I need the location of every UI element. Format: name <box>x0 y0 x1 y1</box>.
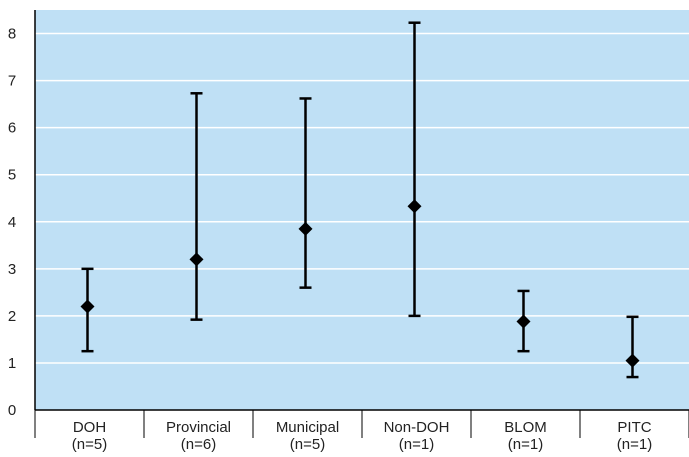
mean-marker <box>189 252 204 267</box>
category-label: BLOM <box>504 419 547 436</box>
category-sample-size: (n=1) <box>508 436 543 453</box>
y-tick-label: 5 <box>8 167 16 184</box>
y-tick-label: 6 <box>8 120 16 137</box>
y-tick-label: 8 <box>8 26 16 43</box>
category-label: DOH <box>73 419 106 436</box>
x-axis: DOH(n=5)Provincial(n=6)Municipal(n=5)Non… <box>34 10 689 453</box>
y-tick-label: 1 <box>8 355 16 372</box>
y-axis: 0 1 2 3 4 5 6 7 8 <box>8 26 16 419</box>
category-label: Provincial <box>166 419 231 436</box>
y-tick-label: 3 <box>8 261 16 278</box>
category-label: Municipal <box>276 419 339 436</box>
mean-marker <box>625 353 640 368</box>
mean-marker <box>516 314 531 329</box>
mean-marker <box>298 221 313 236</box>
mean-marker <box>80 299 95 314</box>
mean-marker <box>407 199 422 214</box>
plot-area <box>35 10 689 410</box>
category-label: PITC <box>617 419 651 436</box>
y-tick-label: 2 <box>8 308 16 325</box>
category-sample-size: (n=5) <box>72 436 107 453</box>
gridlines <box>35 32 689 364</box>
y-tick-label: 7 <box>8 73 16 90</box>
category-sample-size: (n=1) <box>399 436 434 453</box>
category-sample-size: (n=6) <box>181 436 216 453</box>
y-tick-label: 0 <box>8 402 16 419</box>
y-tick-label: 4 <box>8 214 16 231</box>
category-sample-size: (n=1) <box>617 436 652 453</box>
category-sample-size: (n=5) <box>290 436 325 453</box>
data-marks <box>80 21 640 379</box>
category-label: Non-DOH <box>384 419 450 436</box>
